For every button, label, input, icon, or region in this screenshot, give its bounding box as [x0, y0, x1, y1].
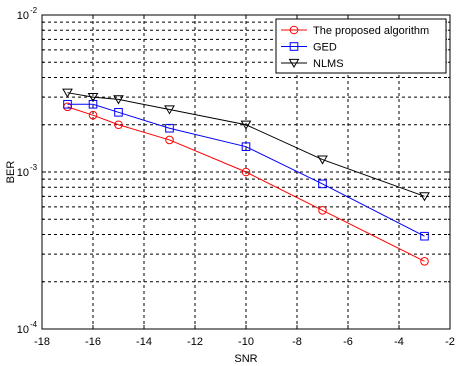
- data-point: [87, 92, 99, 103]
- data-point: [317, 155, 328, 165]
- x-tick-label: -2: [445, 336, 455, 348]
- data-point: [165, 123, 174, 133]
- series-0: [63, 102, 429, 266]
- x-tick-label: -4: [394, 336, 404, 348]
- series-line: [67, 103, 425, 237]
- legend-label: NLMS: [313, 58, 344, 70]
- data-point: [240, 120, 252, 130]
- series-layer: [62, 88, 430, 266]
- data-point: [62, 88, 73, 98]
- data-point: [114, 108, 123, 117]
- data-point: [88, 110, 98, 120]
- x-tick-label: -8: [292, 336, 302, 348]
- legend-label: The proposed algorithm: [313, 25, 429, 37]
- legend-item: GED: [281, 42, 337, 54]
- legend-item: NLMS: [281, 58, 344, 70]
- data-point: [63, 99, 72, 109]
- grid: [42, 15, 450, 329]
- legend: The proposed algorithm GED NLMS: [275, 18, 447, 74]
- data-point: [114, 120, 123, 130]
- series-2: [62, 88, 430, 202]
- y-tick-label: 10: [17, 10, 29, 22]
- tick-labels: -18 -16 -14 -12 -10 -8 -6 -4 -210-410-310-2: [17, 6, 455, 348]
- data-point: [164, 105, 175, 115]
- data-point: [241, 167, 251, 177]
- series-line: [67, 92, 425, 197]
- legend-item: The proposed algorithm: [281, 25, 429, 37]
- y-tick-label: 10: [17, 324, 29, 336]
- data-point: [241, 142, 251, 151]
- data-point: [420, 231, 429, 241]
- data-point: [420, 256, 429, 266]
- legend-marker: [289, 42, 299, 51]
- series-1: [63, 99, 429, 241]
- y-tick-label-exponent: -2: [30, 6, 38, 15]
- x-tick-label: -16: [85, 336, 101, 348]
- data-point: [419, 192, 430, 202]
- x-tick-label: -10: [238, 336, 254, 348]
- x-tick-label: -18: [34, 336, 50, 348]
- x-tick-label: -12: [187, 336, 203, 348]
- axis-ticks: [41, 14, 451, 330]
- data-point: [318, 179, 327, 189]
- series-line: [67, 106, 425, 262]
- data-point: [165, 135, 174, 145]
- y-tick-label-exponent: -3: [30, 163, 38, 172]
- y-axis-label: BER: [5, 161, 17, 184]
- x-tick-label: -6: [343, 336, 353, 348]
- x-axis-label: SNR: [234, 353, 257, 365]
- legend-marker: [289, 25, 299, 35]
- data-point: [113, 95, 124, 105]
- data-point: [318, 206, 327, 215]
- legend-marker: [288, 58, 300, 69]
- x-tick-label: -14: [136, 336, 152, 348]
- y-tick-label: 10: [17, 167, 29, 179]
- legend-label: GED: [313, 42, 337, 54]
- y-tick-label-exponent: -4: [30, 320, 38, 329]
